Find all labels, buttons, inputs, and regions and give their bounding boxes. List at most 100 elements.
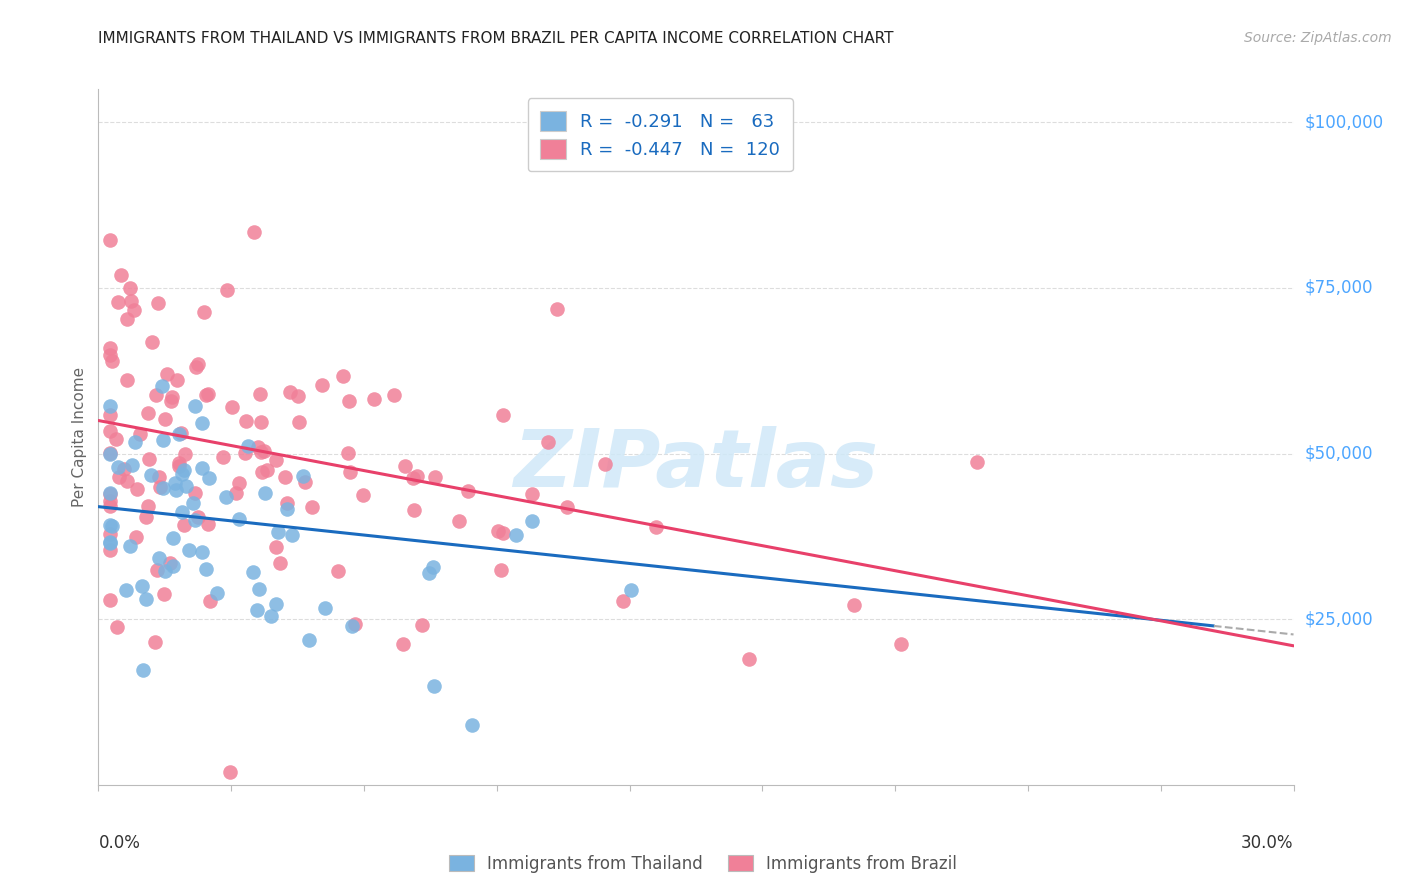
Point <box>738 652 761 666</box>
Point <box>593 457 616 471</box>
Point <box>249 387 271 401</box>
Point <box>250 465 273 479</box>
Point <box>418 566 440 580</box>
Point <box>107 460 129 475</box>
Point <box>139 467 162 482</box>
Point <box>278 384 301 399</box>
Point <box>301 500 323 514</box>
Point <box>190 545 212 559</box>
Point <box>269 556 291 570</box>
Point <box>546 301 568 316</box>
Point <box>198 594 221 608</box>
Point <box>422 679 444 693</box>
Point <box>145 388 167 402</box>
Point <box>173 447 195 461</box>
Point <box>149 480 172 494</box>
Text: $100,000: $100,000 <box>1305 113 1384 131</box>
Point <box>98 342 122 356</box>
Point <box>177 543 200 558</box>
Point <box>125 482 148 496</box>
Point <box>98 543 122 558</box>
Point <box>382 387 405 401</box>
Point <box>167 456 190 470</box>
Point <box>195 562 218 576</box>
Point <box>101 518 124 533</box>
Point <box>197 517 219 532</box>
Point <box>522 514 544 528</box>
Point <box>153 412 176 426</box>
Point <box>170 426 193 441</box>
Point <box>339 465 361 479</box>
Point <box>190 416 212 430</box>
Point <box>194 388 217 402</box>
Point <box>135 592 157 607</box>
Point <box>457 484 479 499</box>
Legend: Immigrants from Thailand, Immigrants from Brazil: Immigrants from Thailand, Immigrants fro… <box>443 848 963 880</box>
Point <box>344 617 367 632</box>
Point <box>124 434 146 449</box>
Point <box>98 592 122 607</box>
Point <box>173 518 195 533</box>
Text: IMMIGRANTS FROM THAILAND VS IMMIGRANTS FROM BRAZIL PER CAPITA INCOME CORRELATION: IMMIGRANTS FROM THAILAND VS IMMIGRANTS F… <box>98 31 894 46</box>
Point <box>619 582 641 597</box>
Text: 0.0%: 0.0% <box>98 834 141 852</box>
Point <box>152 433 174 447</box>
Point <box>117 311 139 326</box>
Point <box>537 435 560 450</box>
Point <box>98 348 122 362</box>
Legend: R =  -0.291   N =   63, R =  -0.447   N =  120: R = -0.291 N = 63, R = -0.447 N = 120 <box>527 98 793 171</box>
Point <box>167 427 190 442</box>
Point <box>121 458 143 473</box>
Point <box>842 598 865 612</box>
Point <box>153 587 176 601</box>
Point <box>104 432 127 446</box>
Point <box>246 602 269 616</box>
Point <box>98 408 122 422</box>
Point <box>98 400 122 414</box>
Point <box>249 416 271 430</box>
Point <box>363 392 385 406</box>
Point <box>166 373 188 387</box>
Point <box>150 379 173 393</box>
Point <box>233 446 256 460</box>
Point <box>128 426 150 441</box>
Point <box>176 479 198 493</box>
Point <box>486 524 509 538</box>
Point <box>391 637 413 651</box>
Point <box>352 488 374 502</box>
Point <box>298 632 321 647</box>
Point <box>217 283 239 297</box>
Point <box>98 446 122 460</box>
Point <box>243 225 266 239</box>
Point <box>98 534 122 549</box>
Point <box>247 440 270 454</box>
Point <box>172 467 194 481</box>
Point <box>402 471 425 485</box>
Point <box>141 335 163 350</box>
Point <box>167 458 190 473</box>
Point <box>260 608 283 623</box>
Point <box>165 483 187 497</box>
Point <box>337 446 360 460</box>
Point <box>110 268 132 283</box>
Point <box>131 579 153 593</box>
Point <box>489 563 512 577</box>
Point <box>276 495 298 509</box>
Point <box>136 499 159 513</box>
Text: ZIPatlas: ZIPatlas <box>513 425 879 504</box>
Point <box>281 528 304 542</box>
Point <box>219 764 242 779</box>
Point <box>966 455 988 469</box>
Point <box>505 527 527 541</box>
Point <box>612 594 634 608</box>
Point <box>291 468 314 483</box>
Point <box>98 536 122 550</box>
Point <box>235 414 257 428</box>
Point <box>326 565 349 579</box>
Point <box>145 563 167 577</box>
Point <box>314 600 336 615</box>
Point <box>156 367 179 381</box>
Point <box>98 486 122 500</box>
Point <box>228 476 250 491</box>
Point <box>135 510 157 524</box>
